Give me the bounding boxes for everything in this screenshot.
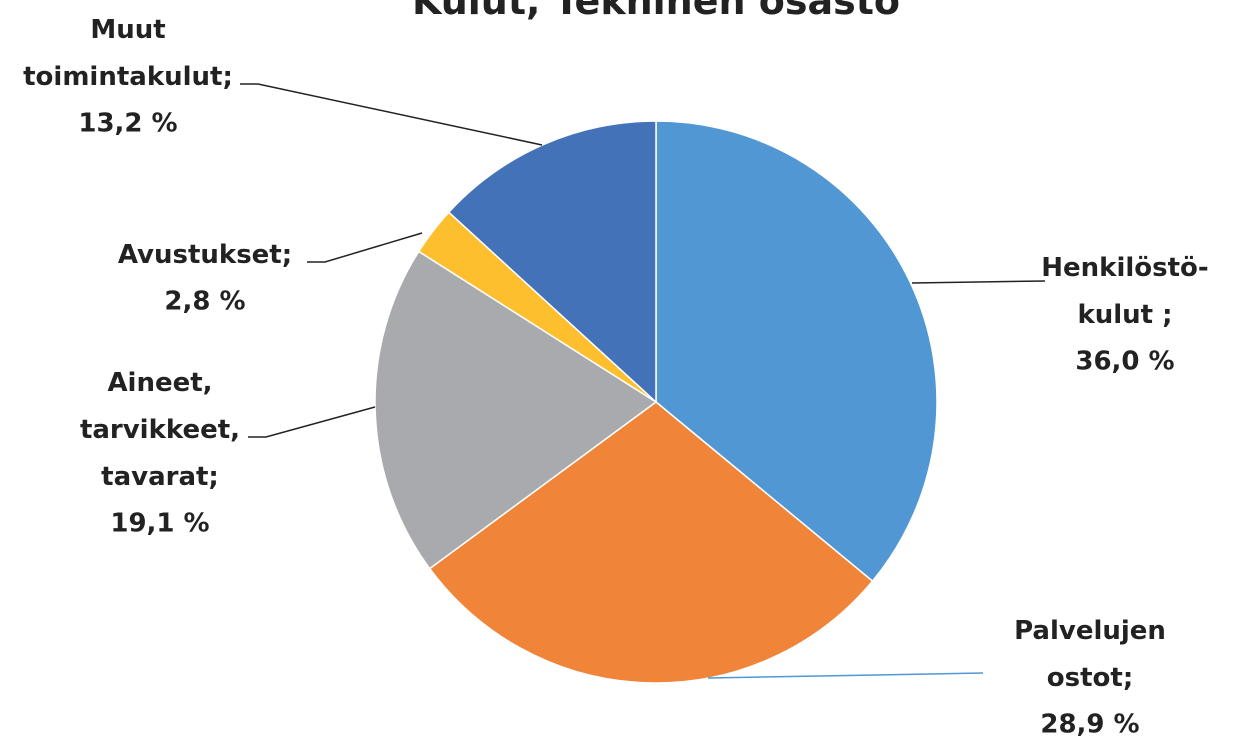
data-label: 28,9 % [1040,710,1139,738]
pie-slice [428,401,874,684]
label-line: kulut ; [1077,300,1172,330]
label-line: toimintakulut; [23,62,233,92]
leader-line [707,672,984,679]
data-label: 36,0 % [1075,347,1174,377]
label-line: Henkilöstö- [1041,253,1208,283]
data-label: 13,2 % [78,109,177,139]
category-label: Avustukset; [118,240,292,270]
leader-line [911,280,1046,284]
pie-slice [447,120,657,404]
category-label: Muut toimintakulut; [23,15,233,92]
chart-title: Kulut, Tekninen osasto [412,0,900,23]
category-label: Aineet, tarvikkeet, tavarat; [80,368,240,492]
pie-slice [655,120,938,583]
pie-slice [374,250,658,570]
label-line: Aineet, [107,368,212,398]
label-line: Avustukset; [118,240,292,270]
label-line: tarvikkeet, [80,415,240,445]
leader-line [307,232,423,263]
label-line: ostot; [1047,663,1133,693]
leader-line [248,406,376,438]
data-label: 2,8 % [164,287,245,317]
label-line: tavarat; [101,462,219,492]
label-line: Muut [90,15,165,45]
leader-line [240,83,543,146]
category-label: Henkilöstö-kulut ; [1041,253,1208,330]
label-line: Palvelujen [1014,616,1166,646]
data-label: 19,1 % [110,509,209,539]
category-label: Palvelujen ostot; [1014,616,1166,693]
